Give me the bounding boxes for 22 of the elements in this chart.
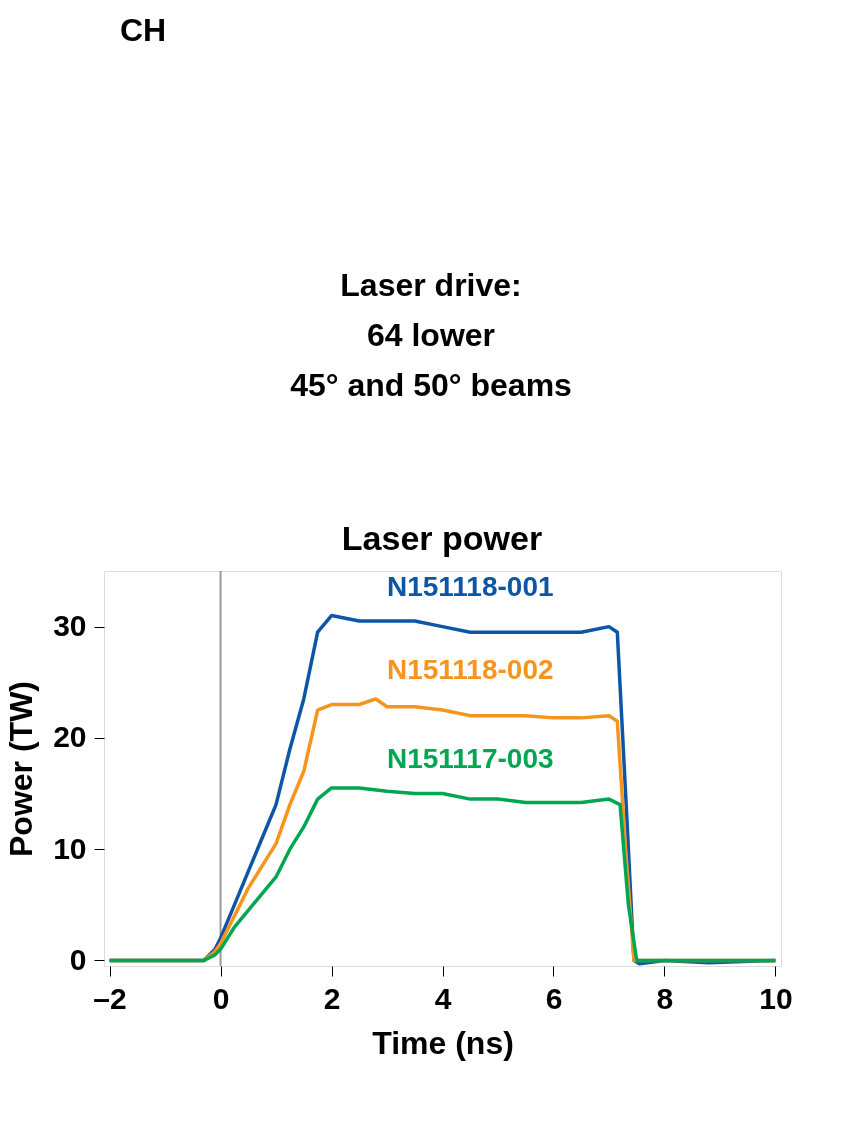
series-label: N151118-002 bbox=[386, 653, 554, 685]
y-tick-label: 30 bbox=[53, 609, 87, 643]
series-label: N151118-001 bbox=[386, 570, 554, 602]
x-tick-label: 0 bbox=[212, 981, 230, 1015]
y-tick-label: 20 bbox=[53, 720, 87, 754]
text: 64 lower bbox=[366, 317, 496, 353]
line-series bbox=[107, 786, 778, 963]
x-tick-label: –2 bbox=[93, 981, 127, 1015]
x-tick-label: 10 bbox=[759, 981, 793, 1015]
chart-title: Laser power bbox=[341, 519, 543, 557]
text: Laser drive: bbox=[340, 267, 522, 303]
x-tick-label: 8 bbox=[656, 981, 674, 1015]
x-tick-label: 6 bbox=[545, 981, 563, 1015]
text: CH bbox=[120, 12, 167, 48]
y-tick-label: 0 bbox=[69, 942, 87, 976]
y-tick-label: 10 bbox=[53, 831, 87, 865]
text: 45° and 50° beams bbox=[290, 367, 572, 403]
x-tick-label: 2 bbox=[323, 981, 341, 1015]
series-label: N151117-003 bbox=[386, 742, 554, 774]
x-tick-label: 4 bbox=[434, 981, 452, 1015]
y-axis-title: Power (TW) bbox=[3, 681, 40, 857]
x-axis-title: Time (ns) bbox=[372, 1024, 514, 1061]
